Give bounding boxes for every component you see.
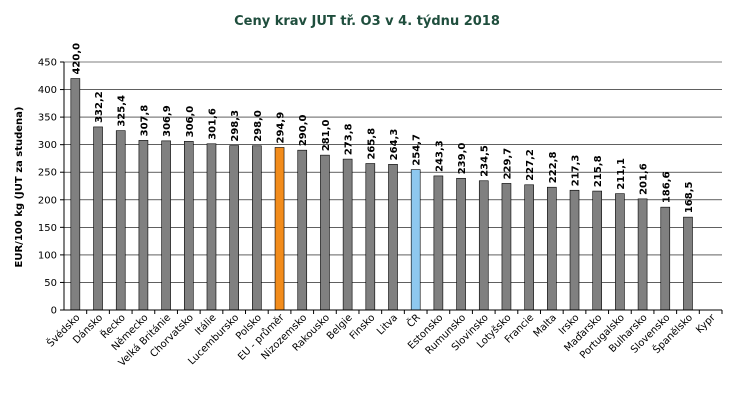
- data-label: 301,6: [207, 108, 218, 140]
- bar: [274, 147, 285, 311]
- data-label: 298,3: [230, 110, 241, 142]
- bar: [183, 141, 194, 311]
- data-label: 290,0: [298, 115, 309, 147]
- data-label: 294,9: [276, 112, 287, 144]
- data-label: 168,5: [684, 181, 695, 213]
- bar: [365, 163, 376, 311]
- data-label: 273,8: [344, 123, 355, 155]
- data-label: 254,7: [412, 134, 423, 166]
- y-tick-label: 50: [44, 278, 57, 289]
- bar: [478, 180, 489, 311]
- bar: [252, 145, 262, 311]
- bar: [388, 164, 398, 311]
- bar: [456, 177, 466, 311]
- y-tick-label: 150: [38, 223, 57, 234]
- bar: [342, 158, 353, 311]
- y-tick-label: 400: [38, 85, 57, 96]
- bar: [410, 169, 421, 311]
- bar: [569, 189, 580, 311]
- bar: [206, 143, 217, 311]
- bar: [615, 193, 625, 311]
- bar: [115, 130, 126, 311]
- data-label: 217,3: [571, 155, 582, 187]
- data-label: 227,2: [525, 149, 536, 181]
- bar: [70, 78, 81, 311]
- bar: [433, 175, 444, 311]
- data-label: 239,0: [457, 143, 468, 175]
- data-label: 264,3: [389, 129, 400, 161]
- x-tick-label: Litva: [375, 312, 400, 337]
- y-tick-label: 450: [38, 58, 57, 69]
- y-tick-label: 300: [38, 140, 57, 151]
- bar: [524, 184, 534, 311]
- bars: [70, 78, 693, 311]
- data-label: 215,8: [593, 155, 604, 187]
- bar: [592, 190, 603, 311]
- chart-title: Ceny krav JUT tř. O3 v 4. týdnu 2018: [234, 14, 500, 29]
- y-tick-label: 250: [38, 168, 57, 179]
- bar: [660, 206, 671, 311]
- bar: [161, 140, 171, 311]
- data-label: 281,0: [321, 119, 332, 151]
- x-tick-label: ČR: [404, 311, 423, 330]
- bar: [637, 198, 648, 311]
- data-label: 265,8: [366, 128, 377, 160]
- y-tick-label: 350: [38, 113, 57, 124]
- bar: [93, 126, 103, 311]
- data-label: 420,0: [71, 43, 82, 75]
- y-axis-label: EUR/100 kg (JUT za studena): [14, 107, 25, 268]
- bar: [138, 140, 149, 311]
- bar: [297, 149, 308, 311]
- x-tick-label: Kypr: [694, 312, 718, 336]
- data-label: 222,8: [548, 152, 559, 184]
- bar: [320, 154, 330, 311]
- data-label: 234,5: [480, 145, 491, 177]
- bar: [501, 183, 512, 311]
- data-label: 332,2: [94, 91, 105, 123]
- data-label: 186,6: [661, 171, 672, 203]
- y-tick-label: 0: [51, 306, 57, 317]
- bar: [229, 145, 239, 311]
- y-tick-label: 200: [38, 195, 57, 206]
- x-tick-label: Malta: [532, 312, 559, 339]
- data-label: 201,6: [639, 163, 650, 195]
- data-label: 325,4: [117, 95, 128, 127]
- data-label: 298,0: [253, 110, 264, 142]
- x-tick-label: Finsko: [348, 312, 378, 342]
- data-label: 306,0: [185, 106, 196, 138]
- data-label: 243,3: [434, 140, 445, 172]
- bar: [683, 216, 693, 311]
- data-labels: 420,0 332,2 325,4 307,8 306,9 306,0 301,6 298,3…: [71, 43, 695, 213]
- data-label: 307,8: [139, 105, 150, 137]
- y-tick-label: 100: [38, 250, 57, 261]
- data-label: 211,1: [616, 158, 627, 190]
- data-label: 229,7: [502, 148, 513, 180]
- data-label: 306,9: [162, 105, 173, 137]
- bar: [547, 186, 557, 311]
- y-axis-ticks: 0 50 100 150 200 250 300 350 400 450: [38, 58, 64, 317]
